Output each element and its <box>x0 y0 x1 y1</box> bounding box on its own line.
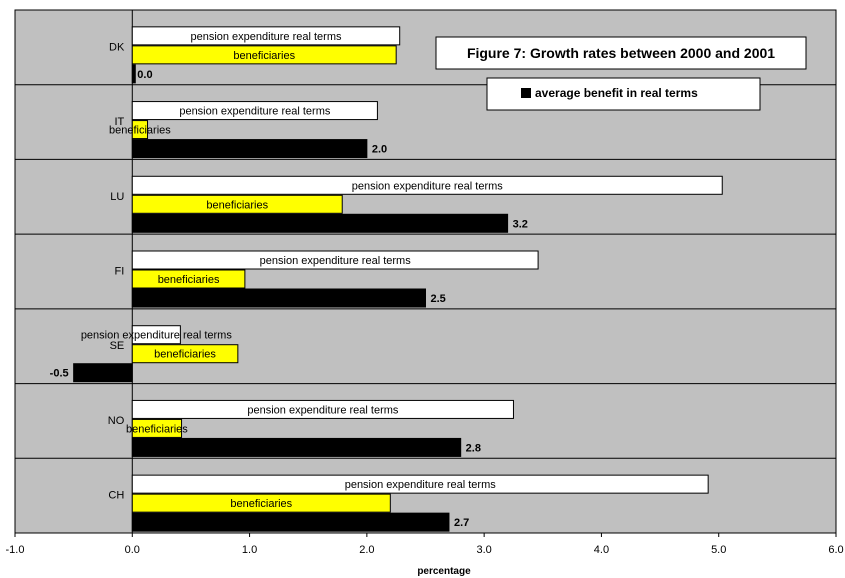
bar-inline-label: pension expenditure real terms <box>190 31 342 43</box>
bar-lu-series-1 <box>131 194 343 214</box>
bar-inline-label: beneficiaries <box>230 498 292 510</box>
bar-no-series-1 <box>131 418 183 438</box>
bar-se-series-2 <box>73 363 133 383</box>
bar-it-series-1 <box>131 120 149 140</box>
x-tick-label: 6.0 <box>828 544 843 556</box>
bar-no-series-0 <box>131 399 514 419</box>
data-label: 2.7 <box>454 517 469 529</box>
category-label-fi: FI <box>115 266 125 278</box>
category-label-ch: CH <box>108 490 124 502</box>
x-axis-label: percentage <box>417 566 471 577</box>
bar-inline-label: beneficiaries <box>206 199 268 211</box>
bar-ch-series-1 <box>131 493 391 513</box>
bar-inline-label: pension expenditure real terms <box>345 479 497 491</box>
bar-dk-series-2 <box>131 64 136 84</box>
x-tick-label: 1.0 <box>242 544 257 556</box>
category-label-dk: DK <box>109 41 125 53</box>
bar-fi-series-0 <box>131 250 539 270</box>
bar-it-series-0 <box>131 101 378 121</box>
data-label: 2.5 <box>431 293 446 305</box>
bar-fi-series-1 <box>131 269 246 289</box>
bar-ch-series-0 <box>131 474 709 494</box>
legend-swatch-average-benefit <box>521 88 531 98</box>
bar-inline-label: pension expenditure real terms <box>179 106 331 118</box>
x-tick-label: 3.0 <box>476 544 491 556</box>
data-label: 2.8 <box>466 442 481 454</box>
category-label-no: NO <box>108 415 125 427</box>
category-labels: DK IT LU FI SE NO CH <box>108 41 125 501</box>
bar-it-series-2 <box>131 139 368 159</box>
bar-dk-series-1 <box>131 45 397 65</box>
bar-inline-label: pension expenditure real terms <box>352 180 504 192</box>
bar-inline-label: beneficiaries <box>233 50 295 62</box>
bar-ch-series-2 <box>131 512 450 532</box>
category-label-se: SE <box>110 340 125 352</box>
bar-no-series-2 <box>131 437 462 457</box>
data-label: -0.5 <box>50 368 69 380</box>
bar-inline-label: beneficiaries <box>154 349 216 361</box>
x-tick-label: 0.0 <box>125 544 140 556</box>
bar-fi-series-2 <box>131 288 427 308</box>
data-label: 2.0 <box>372 144 387 156</box>
bar-inline-label: pension expenditure real terms <box>247 404 399 416</box>
bar-inline-label: pension expenditure real terms <box>81 330 233 342</box>
x-axis-ticks: -1.0 0.0 1.0 2.0 3.0 4.0 5.0 6.0 <box>6 533 844 556</box>
bar-se-series-0 <box>131 325 181 345</box>
x-tick-label: 4.0 <box>594 544 609 556</box>
bar-inline-label: beneficiaries <box>158 274 220 286</box>
legend-label-average-benefit: average benefit in real terms <box>535 86 698 100</box>
x-tick-label: 2.0 <box>359 544 374 556</box>
data-label: 3.2 <box>513 218 528 230</box>
data-label: 0.0 <box>137 69 152 81</box>
bar-lu-series-0 <box>131 175 723 195</box>
bar-lu-series-2 <box>131 213 509 233</box>
category-label-lu: LU <box>110 191 124 203</box>
bar-inline-label: beneficiaries <box>126 423 188 435</box>
bars-group: pension expenditure real terms beneficiar… <box>50 26 723 532</box>
bar-dk-series-0 <box>131 26 401 46</box>
category-label-it: IT <box>115 116 125 128</box>
bar-inline-label: pension expenditure real terms <box>260 255 412 267</box>
bar-inline-label: beneficiaries <box>109 125 171 137</box>
chart-title-box: Figure 7: Growth rates between 2000 and … <box>435 36 807 70</box>
chart-title: Figure 7: Growth rates between 2000 and … <box>467 45 775 61</box>
bar-se-series-1 <box>131 344 239 364</box>
x-tick-label: -1.0 <box>6 544 25 556</box>
x-tick-label: 5.0 <box>711 544 726 556</box>
legend: average benefit in real terms <box>486 77 761 111</box>
